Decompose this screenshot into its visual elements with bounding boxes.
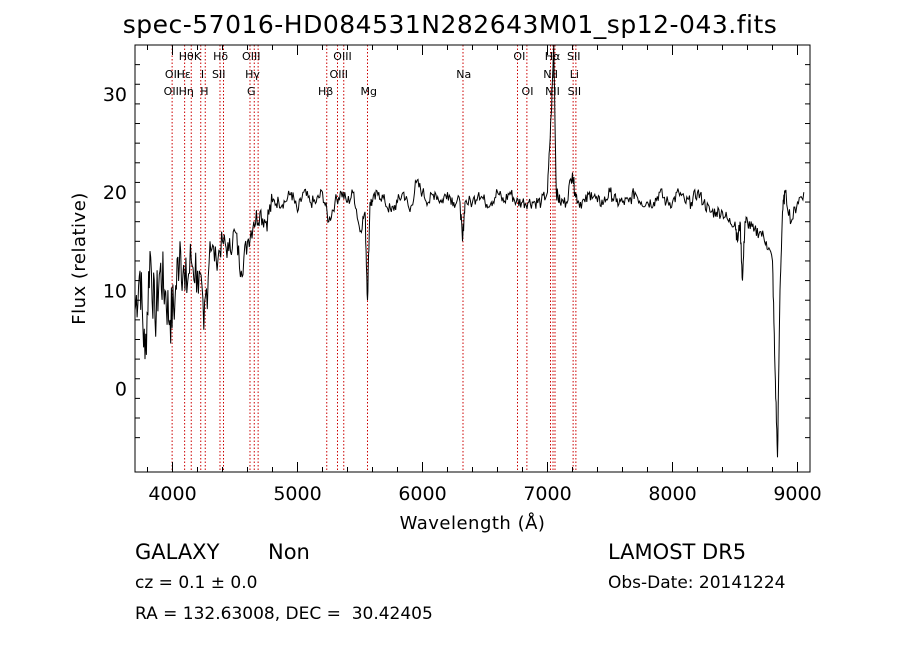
x-tick-label: 5000	[273, 483, 321, 505]
x-tick-label: 9000	[773, 483, 821, 505]
chart-title: spec-57016-HD084531N282643M01_sp12-043.f…	[122, 10, 778, 39]
spectral-line-label: NII	[543, 68, 558, 81]
spectral-line-label: Hα	[545, 50, 561, 63]
plot-frame	[134, 44, 811, 473]
x-tick-label: 6000	[398, 483, 446, 505]
spectral-line-label: Mg	[361, 85, 377, 98]
x-axis-label: Wavelength (Å)	[400, 512, 546, 534]
redshift-cz: cz = 0.1 ± 0.0	[135, 573, 258, 593]
spectrum-line	[134, 44, 805, 458]
x-tick-label: 8000	[648, 483, 696, 505]
x-tick-label: 7000	[523, 483, 571, 505]
object-class: GALAXY	[135, 540, 220, 564]
spectral-line-label: I	[201, 68, 204, 81]
spectral-line-label: OIII	[242, 50, 260, 63]
y-tick-label: 30	[103, 84, 127, 106]
spectral-line-label: K	[194, 50, 202, 63]
spectral-line-label: Hθ	[179, 50, 194, 63]
y-tick-label: 20	[103, 182, 127, 204]
spectral-line-label: OIII	[333, 50, 351, 63]
x-tick-label: 4000	[148, 483, 196, 505]
y-tick-label: 0	[115, 379, 127, 401]
object-subclass: Non	[268, 540, 310, 564]
spectral-line-label: Hδ	[213, 50, 228, 63]
obs-date: Obs-Date: 20141224	[608, 573, 786, 593]
survey-label: LAMOST DR5	[608, 540, 747, 564]
spectral-line-label: SII	[567, 50, 580, 63]
spectral-line-label: OI	[522, 85, 534, 98]
spectral-line-label: Hβ	[318, 85, 333, 98]
spectral-line-label: Na	[456, 68, 471, 81]
spectral-line-label: H	[200, 85, 208, 98]
spectral-line-label: SII	[568, 85, 581, 98]
spectral-line-label: OI	[513, 50, 525, 63]
spectral-line-label: NII	[545, 85, 560, 98]
spectral-line-label: Hη	[179, 85, 194, 98]
y-tick-label: 10	[103, 280, 127, 302]
spectral-line-label: Hγ	[245, 68, 260, 81]
spectral-line-label: Li	[570, 68, 579, 81]
spectral-line-label: OIII	[330, 68, 348, 81]
spectral-line-label: G	[247, 85, 256, 98]
spectral-line-label: SII	[212, 68, 225, 81]
y-axis-label: Flux (relative)	[69, 192, 90, 325]
spectral-line-label: OII	[165, 68, 180, 81]
spectral-line-label: Hε	[177, 68, 191, 81]
spectral-line-label: OII	[164, 85, 179, 98]
ra-dec: RA = 132.63008, DEC = 30.42405	[135, 604, 433, 624]
